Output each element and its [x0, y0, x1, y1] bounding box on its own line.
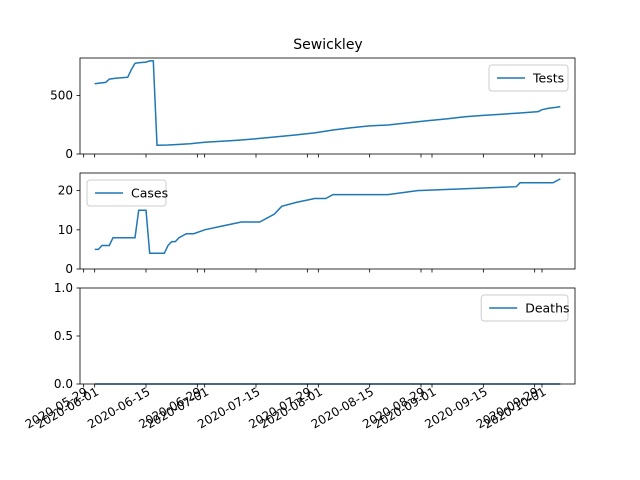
y-tick-label: 1.0 — [54, 281, 73, 295]
series-line-tests — [94, 60, 561, 146]
panel-middle: 0 10 20 Cases — [58, 172, 576, 276]
y-tick-label: 0 — [65, 262, 73, 276]
legend-label: Tests — [532, 71, 564, 86]
chart-title: Sewickley — [293, 37, 362, 53]
y-tick-label: 0.5 — [54, 329, 73, 343]
y-tick-label: 500 — [50, 88, 73, 102]
x-tick-labels: 2020-05-292020-06-012020-06-152020-06-29… — [23, 384, 549, 431]
legend-label: Deaths — [525, 301, 569, 316]
y-tick-label: 0.0 — [54, 377, 73, 391]
y-tick-label: 0 — [65, 147, 73, 161]
axes-frame — [79, 57, 576, 155]
panel-top: 0 500 Tests — [50, 57, 576, 161]
legend-box — [480, 294, 569, 322]
legend-box — [86, 179, 167, 207]
legend: Deaths — [480, 294, 570, 322]
legend: Tests — [488, 64, 569, 92]
y-tick-label: 10 — [58, 223, 73, 237]
y-tick-label: 20 — [58, 184, 73, 198]
panel-bottom: 0.0 0.5 1.0 Deaths — [54, 281, 576, 391]
x-tick-label: 2020-10-01 — [481, 384, 548, 431]
axes-frame — [79, 172, 576, 270]
legend-box — [488, 64, 569, 92]
series-line-cases — [94, 178, 561, 255]
legend-label: Cases — [131, 186, 168, 201]
legend: Cases — [86, 179, 168, 207]
